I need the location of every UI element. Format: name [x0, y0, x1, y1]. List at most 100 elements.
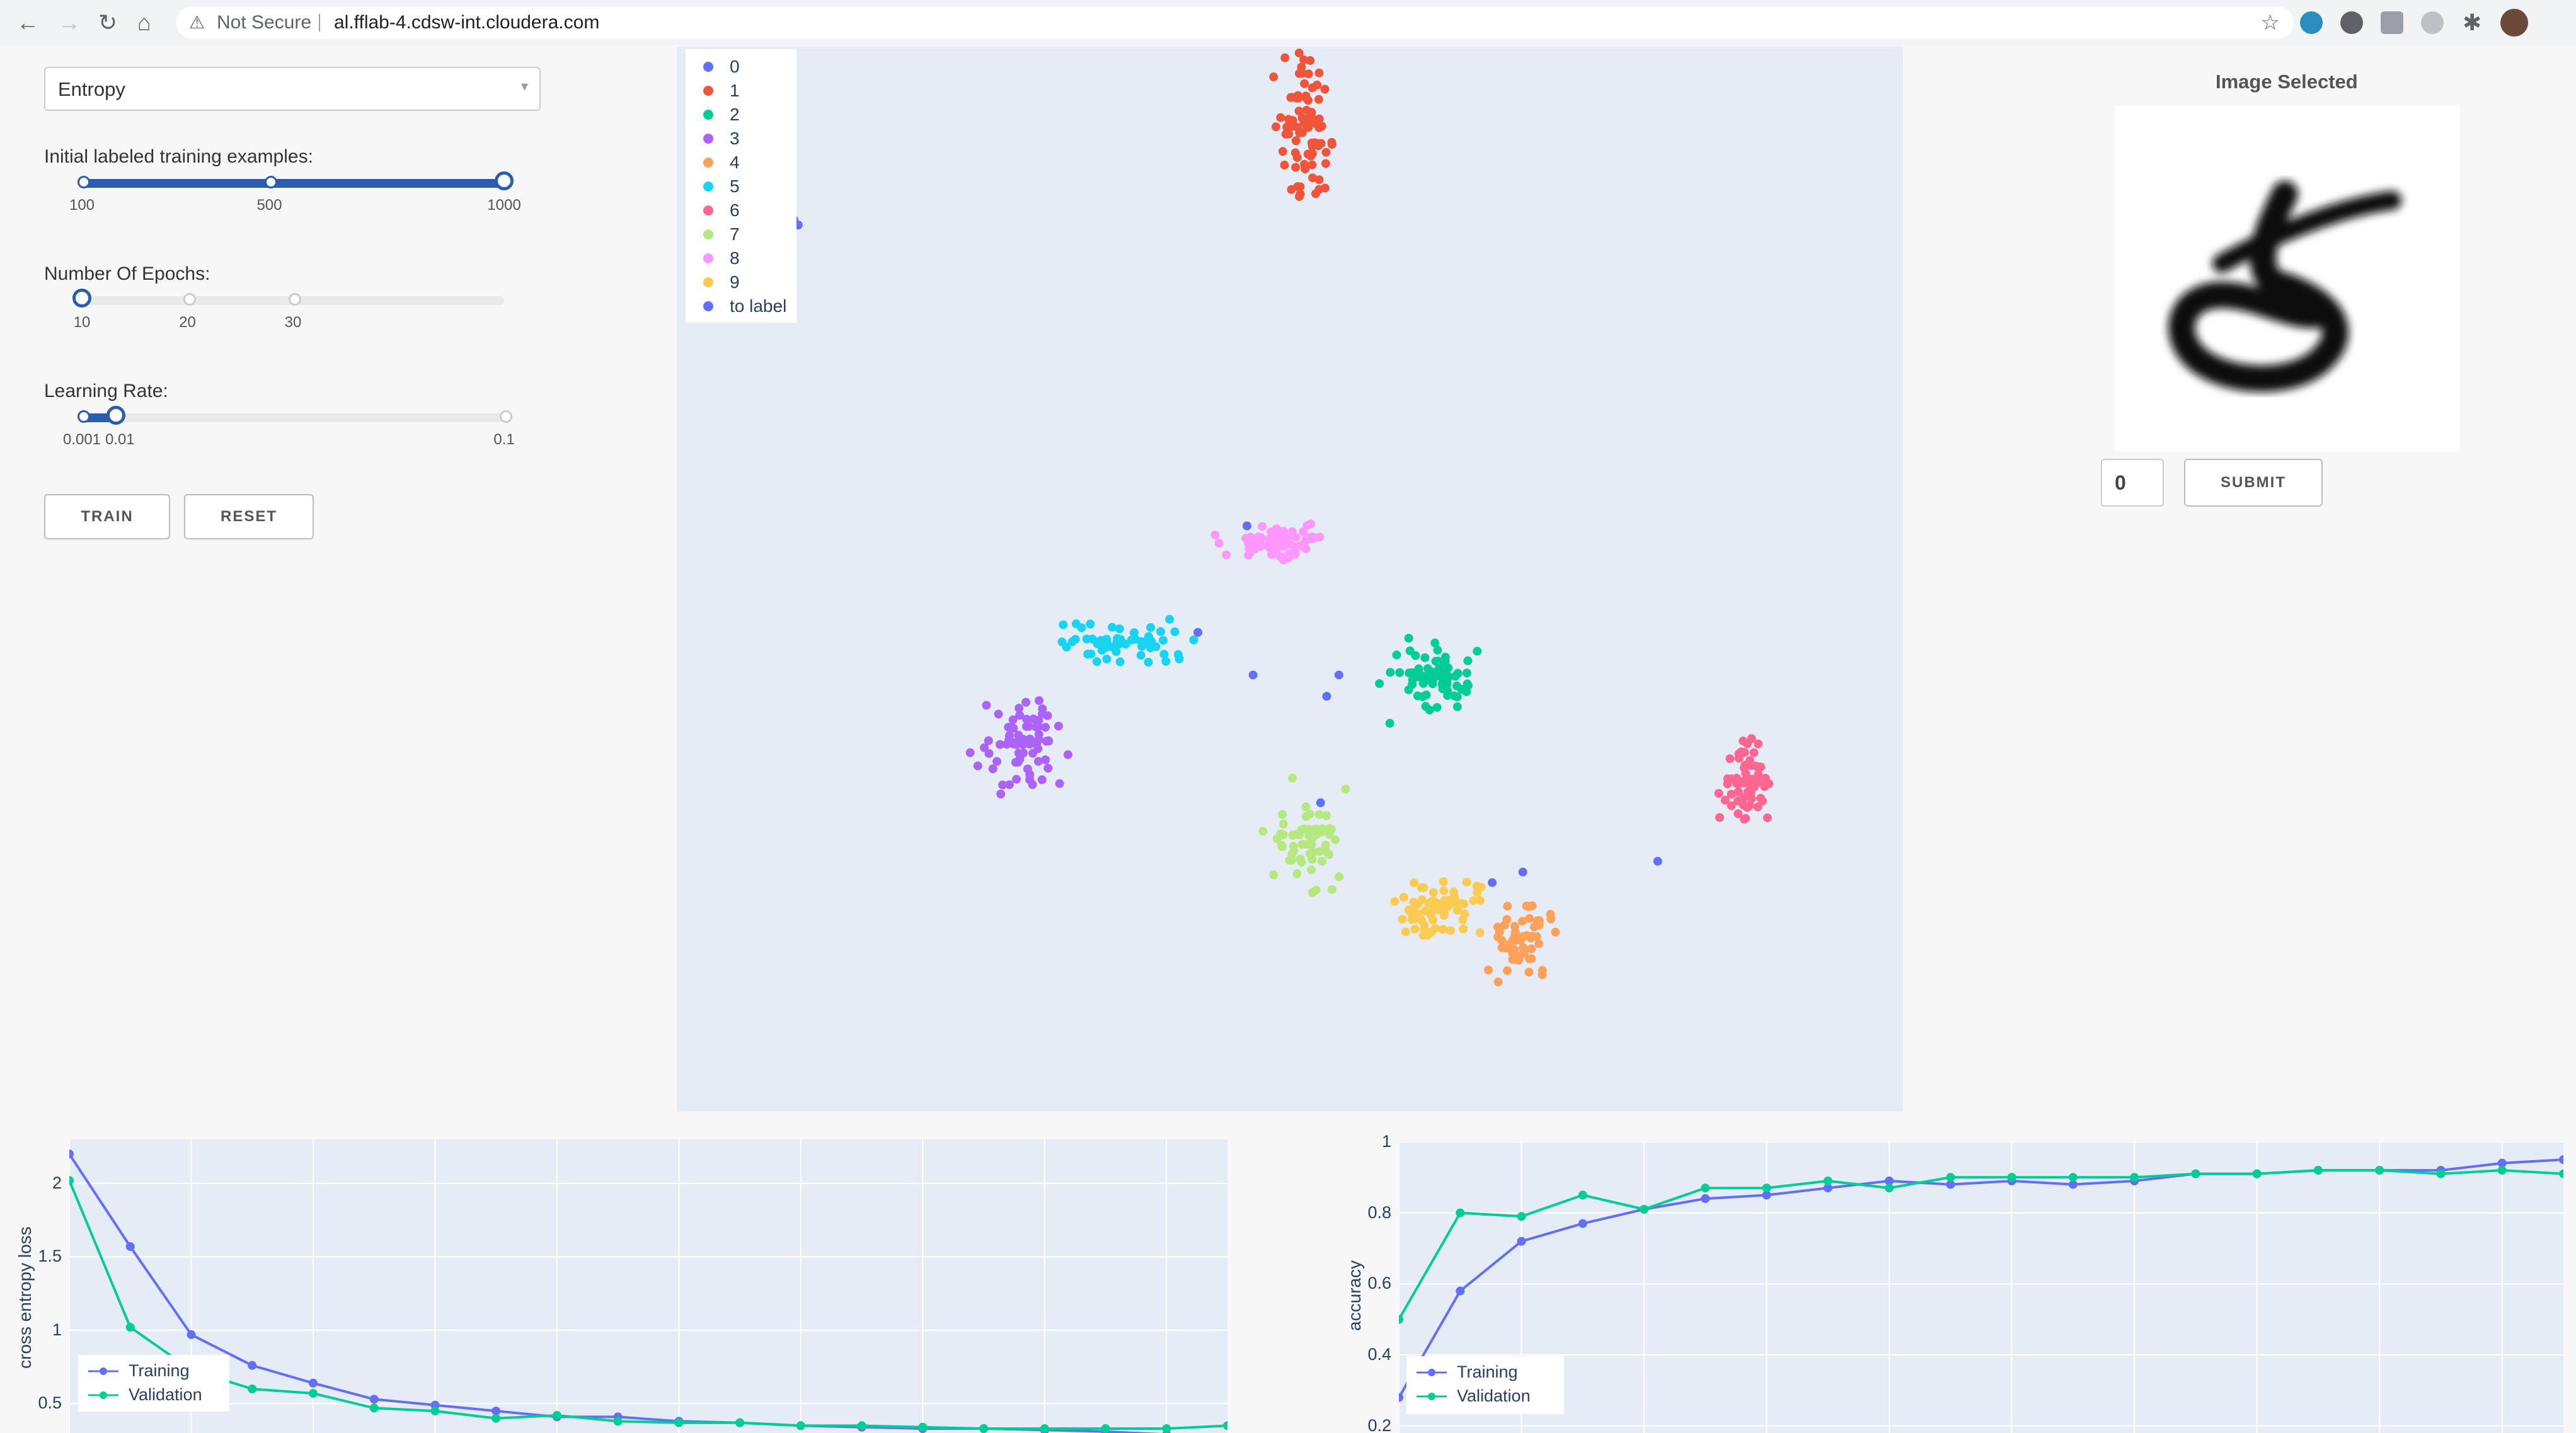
- address-separator: [319, 14, 320, 32]
- puzzle-icon[interactable]: ✱: [2463, 9, 2482, 35]
- scatter-point-8: [1287, 527, 1297, 536]
- series-point-validation: [1223, 1421, 1232, 1430]
- strategy-dropdown[interactable]: Entropy ▾: [44, 67, 541, 111]
- scatter-point-1: [1311, 189, 1320, 199]
- scatter-point-9: [1439, 911, 1449, 920]
- scatter-point-1: [1302, 106, 1311, 115]
- slider-handle[interactable]: [495, 171, 514, 190]
- scatter-point-3: [1012, 774, 1021, 784]
- scatter-point-9: [1438, 924, 1447, 934]
- scatter-point-to-label: [1488, 878, 1497, 887]
- accuracy-chart[interactable]: Training Validation: [1394, 1141, 2568, 1433]
- reload-icon[interactable]: ↻: [98, 9, 118, 35]
- submit-button[interactable]: SUBMIT: [2184, 459, 2323, 507]
- scatter-point-5: [1102, 637, 1112, 647]
- scatter-point-8: [1254, 532, 1263, 541]
- scatter-point-9: [1410, 878, 1418, 887]
- series-point-validation: [1762, 1183, 1771, 1193]
- train-button[interactable]: TRAIN: [44, 494, 170, 539]
- series-point-validation: [2191, 1169, 2200, 1178]
- scatter-point-5: [1112, 647, 1121, 656]
- back-icon[interactable]: ←: [16, 9, 39, 35]
- scatter-point-3: [982, 701, 991, 710]
- scatter-point-4: [1525, 914, 1534, 923]
- scatter-point-4: [1522, 931, 1531, 940]
- scatter-point-7: [1296, 855, 1305, 864]
- profile-avatar[interactable]: [2500, 9, 2528, 37]
- series-point-validation: [1101, 1424, 1110, 1433]
- home-icon[interactable]: ⌂: [137, 9, 151, 35]
- embedding-scatter-plot[interactable]: 0 1 2 3 4: [677, 47, 1903, 1112]
- scatter-point-2: [1405, 668, 1414, 677]
- series-point-validation: [613, 1417, 623, 1426]
- scatter-point-3: [1025, 734, 1035, 744]
- scatter-point-5: [1097, 645, 1107, 655]
- slider-tick-label: 0.1: [493, 431, 515, 448]
- scatter-point-2: [1440, 652, 1450, 662]
- scatter-point-9: [1429, 888, 1438, 897]
- slider-handle[interactable]: [106, 406, 125, 425]
- extension-icon[interactable]: [2340, 11, 2363, 34]
- scatter-point-6: [1734, 787, 1743, 797]
- scatter-point-4: [1546, 914, 1556, 924]
- scatter-point-6: [1720, 795, 1730, 805]
- scatter-point-7: [1314, 847, 1324, 856]
- url-text[interactable]: al.fflab-4.cdsw-int.cloudera.com: [334, 12, 600, 33]
- series-point-validation: [796, 1421, 805, 1430]
- slider-handle[interactable]: [72, 289, 91, 308]
- scatter-point-7: [1308, 829, 1318, 839]
- scatter-point-5: [1113, 634, 1122, 643]
- scatter-point-5: [1170, 627, 1180, 636]
- legend-label: 2: [730, 105, 740, 124]
- extension-icon[interactable]: [2300, 11, 2323, 34]
- scatter-point-7: [1299, 824, 1308, 834]
- series-point-validation: [2007, 1173, 2016, 1182]
- epochs-slider[interactable]: 10 20 30: [72, 289, 504, 331]
- star-icon[interactable]: ☆: [2260, 11, 2280, 35]
- scatter-point-9: [1401, 927, 1410, 936]
- scatter-point-6: [1737, 747, 1746, 757]
- scatter-point-5: [1144, 657, 1153, 667]
- scatter-point-6: [1739, 793, 1748, 802]
- legend-marker: [703, 253, 713, 263]
- scatter-point-2: [1438, 684, 1447, 693]
- scatter-point-5: [1071, 619, 1081, 628]
- forward-icon[interactable]: →: [58, 9, 81, 35]
- scatter-point-8: [1210, 531, 1220, 539]
- scatter-point-5: [1059, 620, 1068, 630]
- digit-label-input[interactable]: 0: [2101, 459, 2164, 507]
- scatter-point-9: [1462, 877, 1471, 887]
- scatter-point-5: [1136, 650, 1146, 660]
- series-point-validation: [2375, 1166, 2384, 1175]
- scatter-point-7: [1276, 829, 1285, 839]
- scatter-point-2: [1434, 657, 1443, 666]
- legend-label-validation: Validation: [1457, 1386, 1531, 1405]
- learning-rate-slider[interactable]: 0.001 0.01 0.1: [63, 406, 515, 448]
- initial-examples-slider[interactable]: 100 500 1000: [69, 171, 521, 214]
- scatter-point-5: [1115, 657, 1125, 667]
- scatter-point-6: [1727, 790, 1736, 799]
- scatter-point-3: [1033, 757, 1043, 766]
- reset-button[interactable]: RESET: [184, 494, 314, 539]
- series-point-validation: [1885, 1183, 1894, 1193]
- scatter-point-7: [1292, 869, 1302, 878]
- legend-marker: [703, 158, 713, 168]
- initial-examples-label: Initial labeled training examples:: [44, 146, 313, 167]
- scatter-point-1: [1297, 128, 1307, 137]
- scatter-point-9: [1447, 899, 1456, 908]
- scatter-point-2: [1452, 692, 1462, 701]
- series-point-training: [2497, 1158, 2507, 1168]
- scatter-point-7: [1288, 773, 1297, 783]
- scatter-point-1: [1291, 148, 1300, 158]
- scatter-point-1: [1297, 113, 1307, 123]
- extension-icon[interactable]: [2421, 11, 2444, 34]
- loss-y-axis-title: cross entropy loss: [15, 1226, 35, 1369]
- loss-chart[interactable]: Training Validation: [65, 1139, 1232, 1433]
- scatter-point-7: [1292, 829, 1302, 839]
- address-bar[interactable]: ⚠ Not Secure al.fflab-4.cdsw-int.clouder…: [176, 6, 2294, 39]
- series-point-validation: [308, 1389, 318, 1398]
- scatter-point-6: [1741, 778, 1751, 788]
- extension-icon[interactable]: [2381, 11, 2403, 34]
- legend-label: 1: [730, 81, 740, 100]
- scatter-point-6: [1761, 774, 1770, 783]
